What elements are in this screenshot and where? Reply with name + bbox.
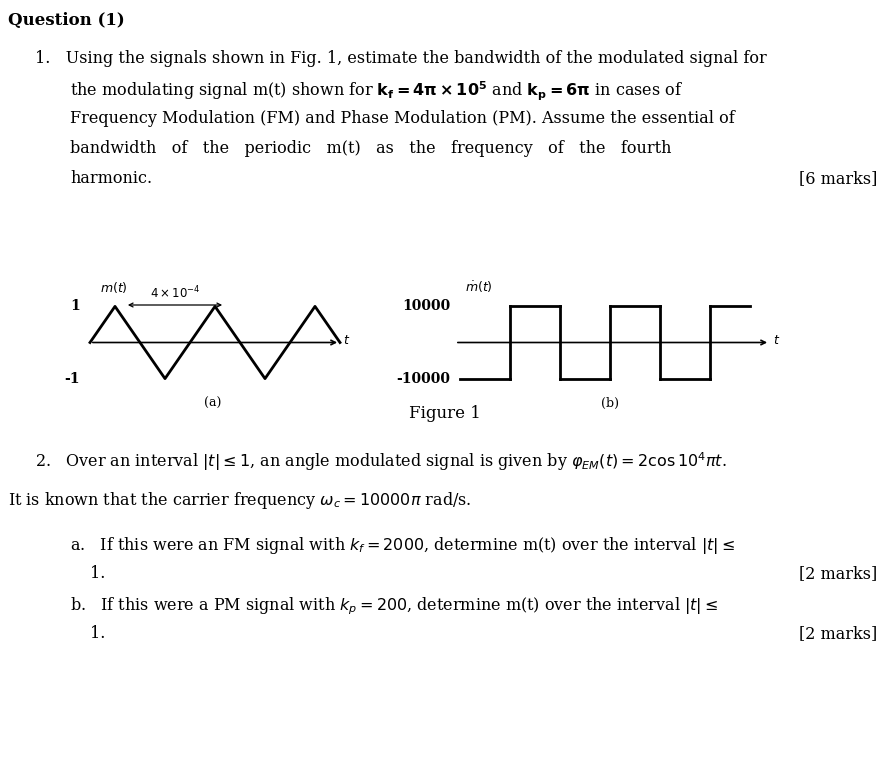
Text: [6 marks]: [6 marks] [798, 170, 877, 187]
Text: Frequency Modulation (FM) and Phase Modulation (PM). Assume the essential of: Frequency Modulation (FM) and Phase Modu… [70, 110, 735, 127]
Text: (a): (a) [204, 397, 222, 410]
Text: b.   If this were a PM signal with $k_p = 200$, determine m(t) over the interval: b. If this were a PM signal with $k_p = … [70, 595, 718, 616]
Text: $t$: $t$ [773, 334, 781, 347]
Text: -10000: -10000 [396, 372, 450, 385]
Text: 1.: 1. [90, 625, 105, 642]
Text: 1.   Using the signals shown in Fig. 1, estimate the bandwidth of the modulated : 1. Using the signals shown in Fig. 1, es… [35, 50, 767, 67]
Text: $4\times 10^{-4}$: $4\times 10^{-4}$ [150, 284, 200, 301]
Text: harmonic.: harmonic. [70, 170, 152, 187]
Text: Figure 1: Figure 1 [409, 405, 481, 422]
Text: Question (1): Question (1) [8, 12, 125, 29]
Text: 1: 1 [70, 299, 80, 313]
Text: 2.   Over an interval $|t| \leq 1$, an angle modulated signal is given by $\varp: 2. Over an interval $|t| \leq 1$, an ang… [35, 450, 726, 473]
Text: 10000: 10000 [401, 299, 450, 313]
Text: $m(t)$: $m(t)$ [100, 280, 128, 295]
Text: (b): (b) [601, 397, 619, 410]
Text: $t$: $t$ [343, 334, 351, 347]
Text: [2 marks]: [2 marks] [798, 625, 877, 642]
Text: [2 marks]: [2 marks] [798, 565, 877, 582]
Text: bandwidth   of   the   periodic   m(t)   as   the   frequency   of   the   fourt: bandwidth of the periodic m(t) as the fr… [70, 140, 671, 157]
Text: a.   If this were an FM signal with $k_f = 2000$, determine m(t) over the interv: a. If this were an FM signal with $k_f =… [70, 535, 735, 556]
Text: It is known that the carrier frequency $\omega_c = 10000\pi$ rad/s.: It is known that the carrier frequency $… [8, 490, 472, 511]
Text: the modulating signal m(t) shown for $\mathbf{k_f = 4\pi \times 10^5}$ and $\mat: the modulating signal m(t) shown for $\m… [70, 80, 684, 103]
Text: $\dot{m}(t)$: $\dot{m}(t)$ [465, 280, 493, 295]
Text: 1.: 1. [90, 565, 105, 582]
Text: -1: -1 [64, 372, 80, 385]
